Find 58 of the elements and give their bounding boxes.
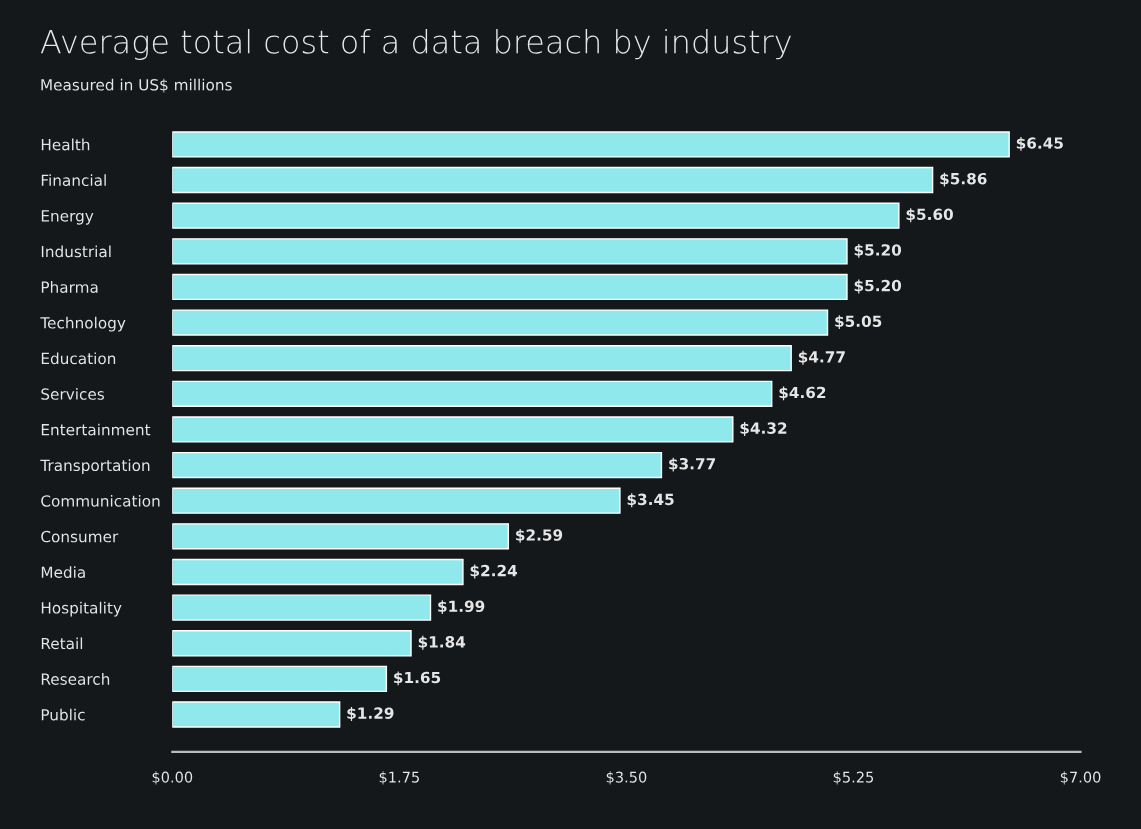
data-label: $1.65 <box>394 671 441 686</box>
chart-title: Average total cost of a data breach by industry <box>40 29 791 60</box>
data-label: $5.05 <box>835 315 882 330</box>
y-tick-label: Research <box>41 673 110 685</box>
x-tick-label: $1.75 <box>379 771 419 785</box>
data-label: $5.60 <box>906 208 953 223</box>
y-tick-label: Services <box>41 388 105 400</box>
data-label: $4.62 <box>779 386 826 401</box>
x-tick-label: $5.25 <box>833 771 874 785</box>
x-tick-label: $3.50 <box>606 771 647 785</box>
y-tick-label: Pharma <box>41 281 98 293</box>
data-label: $5.20 <box>854 279 902 294</box>
bar <box>172 665 388 693</box>
bar <box>172 487 621 514</box>
y-tick-label: Technology <box>40 316 126 332</box>
bar <box>172 558 464 586</box>
y-tick-label: Hospitality <box>41 601 122 617</box>
y-tick-label: Industrial <box>41 245 111 258</box>
bar <box>172 131 1010 158</box>
bar <box>172 202 900 229</box>
bar <box>172 523 510 550</box>
x-tick-label: $7.00 <box>1060 771 1101 785</box>
y-tick-label: Retail <box>41 637 83 650</box>
data-label: $1.29 <box>347 707 394 721</box>
data-label: $3.45 <box>627 493 674 508</box>
data-label: $5.20 <box>854 243 902 258</box>
data-label: $6.45 <box>1016 137 1063 151</box>
y-tick-label: Transportation <box>40 459 150 475</box>
bar <box>172 273 848 301</box>
data-label: $4.32 <box>740 422 787 436</box>
data-label: $1.99 <box>438 600 485 615</box>
data-label: $2.24 <box>470 564 518 579</box>
y-tick-label: Consumer <box>41 530 119 543</box>
bar <box>172 416 734 443</box>
data-label: $5.86 <box>940 172 987 187</box>
bar <box>172 345 792 372</box>
y-tick-label: Energy <box>41 210 94 225</box>
y-tick-label: Entertainment <box>41 423 151 436</box>
y-tick-label: Media <box>41 566 85 578</box>
bar <box>172 166 934 194</box>
x-tick-label: $0.00 <box>152 771 193 785</box>
data-label: $1.84 <box>418 635 466 650</box>
bar <box>172 238 848 265</box>
bar <box>172 701 341 728</box>
y-tick-label: Financial <box>41 174 106 187</box>
y-tick-label: Health <box>41 138 90 151</box>
data-label: $3.77 <box>669 457 716 472</box>
y-tick-label: Public <box>41 708 85 721</box>
data-label: $4.77 <box>798 350 845 365</box>
y-tick-label: Education <box>41 352 116 365</box>
bar <box>172 451 663 479</box>
y-tick-label: Communication <box>41 494 160 507</box>
bar <box>172 630 412 657</box>
chart-subtitle: Measured in US$ millions <box>41 78 232 93</box>
bar <box>172 309 829 336</box>
data-label: $2.59 <box>516 528 563 543</box>
bar <box>172 380 773 407</box>
bar <box>172 594 432 621</box>
